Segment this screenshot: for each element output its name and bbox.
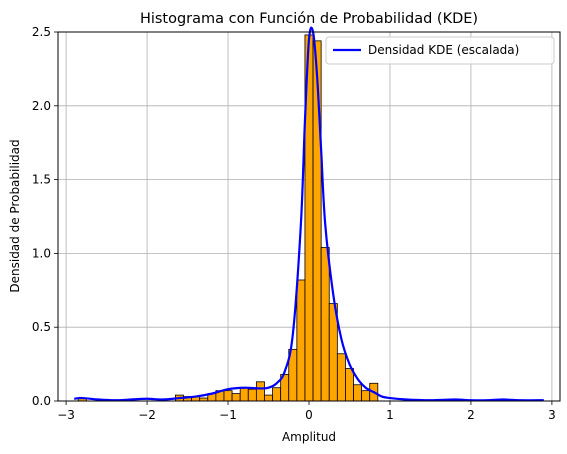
y-axis-label: Densidad de Probabilidad — [8, 139, 22, 292]
histogram-bar — [361, 390, 371, 402]
y-tick-label: 2.5 — [32, 25, 51, 39]
histogram-bar — [223, 390, 233, 402]
histogram-bar — [336, 353, 346, 402]
x-tick-label: −1 — [219, 408, 237, 422]
y-tick-label: 2.0 — [32, 99, 51, 113]
histogram-bar — [320, 247, 330, 402]
histogram-bar — [255, 381, 265, 402]
x-tick-label: 0 — [305, 408, 313, 422]
x-axis-label: Amplitud — [282, 430, 336, 444]
histogram-bar — [247, 388, 257, 402]
y-axis-ticks: 0.0 0.5 1.0 1.5 2.0 2.5 — [32, 25, 58, 408]
y-tick-label: 1.0 — [32, 246, 51, 260]
histogram-bar — [231, 393, 241, 402]
x-tick-label: 2 — [467, 408, 475, 422]
legend-box — [325, 36, 555, 65]
histogram-bar — [239, 387, 249, 402]
kde-line — [74, 26, 544, 402]
x-tick-label: 3 — [548, 408, 556, 422]
x-tick-label: 1 — [386, 408, 394, 422]
histogram-bar — [353, 384, 363, 402]
x-tick-label: −3 — [57, 408, 75, 422]
x-tick-label: −2 — [138, 408, 156, 422]
histogram-bar — [264, 394, 273, 402]
histogram-bar — [345, 368, 354, 402]
y-tick-label: 1.5 — [32, 173, 51, 187]
histogram-bar — [312, 40, 322, 402]
y-tick-label: 0.5 — [32, 320, 51, 334]
legend-label: Densidad KDE (escalada) — [368, 43, 519, 57]
x-axis-ticks: −3 −2 −1 0 1 2 3 — [57, 401, 556, 422]
legend: Densidad KDE (escalada) — [325, 36, 555, 65]
y-tick-label: 0.0 — [32, 394, 51, 408]
chart-title: Histograma con Función de Probabilidad (… — [140, 11, 478, 27]
histogram-bar — [296, 279, 306, 402]
histogram-bar — [272, 387, 282, 402]
kde-series — [74, 26, 544, 402]
